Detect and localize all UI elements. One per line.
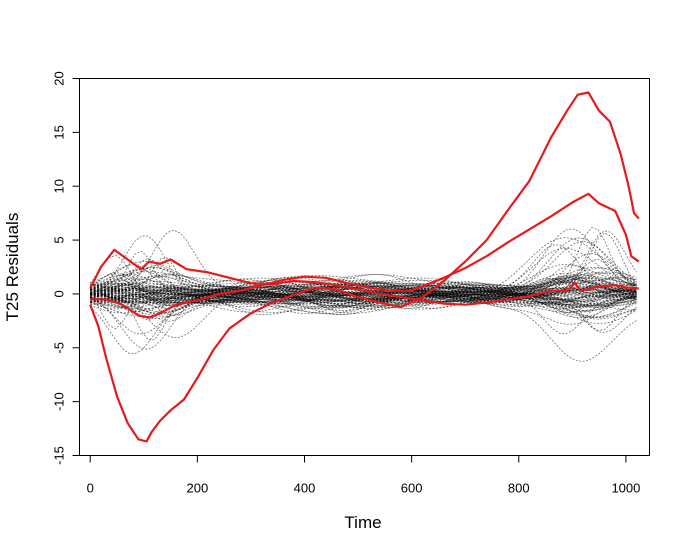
background-series-line: [90, 263, 637, 304]
y-tick-label: 5: [52, 236, 67, 243]
background-series-line: [90, 271, 637, 331]
x-tick-label: 400: [294, 481, 316, 496]
background-series-line: [90, 274, 637, 302]
background-series-line: [89, 254, 637, 313]
background-series-line: [90, 277, 637, 313]
x-axis-title: Time: [344, 513, 381, 532]
y-tick-label: -10: [52, 392, 67, 411]
background-series-line: [90, 278, 637, 307]
background-series-group: [89, 227, 637, 362]
background-series-line: [90, 292, 637, 313]
y-axis: -15 -10 -5 0 5 10 15 20: [52, 71, 80, 465]
background-series-line: [90, 232, 637, 304]
x-tick-label: 0: [87, 481, 94, 496]
background-series-line: [90, 227, 637, 301]
y-tick-label: 15: [52, 125, 67, 139]
background-series-line: [90, 281, 637, 298]
highlighted-series-line: [89, 248, 639, 306]
background-series-line: [90, 277, 637, 297]
background-series-line: [90, 264, 637, 305]
highlighted-series-group: [89, 91, 640, 443]
background-series-line: [90, 292, 637, 312]
plot-frame: [79, 78, 650, 456]
x-tick-label: 800: [508, 481, 530, 496]
y-tick-label: 20: [52, 71, 67, 85]
y-tick-label: 0: [52, 290, 67, 297]
background-series-line: [90, 267, 637, 293]
x-tick-label: 1000: [611, 481, 640, 496]
background-series-line: [90, 247, 637, 301]
background-series-line: [90, 294, 637, 318]
x-axis: 0 200 400 600 800 1000: [87, 455, 640, 496]
background-series-line: [90, 277, 637, 309]
background-series-line: [90, 269, 637, 294]
background-series-line: [90, 275, 637, 300]
background-series-line: [90, 267, 637, 308]
background-series-line: [90, 276, 637, 312]
y-tick-label: 10: [52, 179, 67, 193]
x-tick-label: 200: [187, 481, 209, 496]
x-tick-label: 600: [401, 481, 423, 496]
highlighted-series-line: [90, 192, 640, 319]
background-series-line: [90, 282, 637, 362]
background-series-line: [90, 244, 637, 298]
background-series-line: [90, 277, 637, 322]
y-tick-label: -15: [52, 446, 67, 465]
y-tick-label: -5: [52, 342, 67, 354]
highlighted-series-line: [89, 91, 640, 443]
background-series-line: [90, 237, 637, 294]
background-series-line: [90, 283, 637, 304]
y-axis-title: T25 Residuals: [3, 213, 22, 322]
